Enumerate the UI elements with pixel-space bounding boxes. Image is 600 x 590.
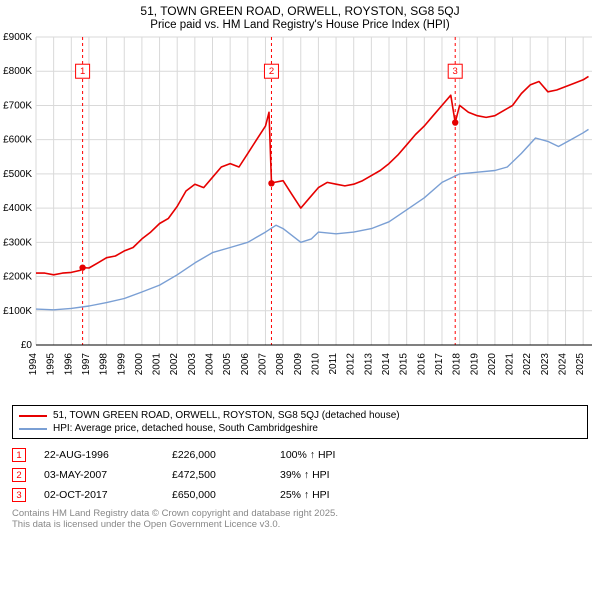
svg-text:2008: 2008 [275, 353, 286, 376]
svg-text:1994: 1994 [28, 353, 39, 376]
svg-text:£100K: £100K [3, 306, 32, 317]
svg-text:£0: £0 [21, 340, 33, 351]
svg-text:2014: 2014 [381, 353, 392, 376]
legend-row: HPI: Average price, detached house, Sout… [19, 422, 581, 435]
event-date: 03-MAY-2007 [44, 469, 154, 481]
svg-text:£600K: £600K [3, 135, 32, 146]
chart-title-line1: 51, TOWN GREEN ROAD, ORWELL, ROYSTON, SG… [0, 4, 600, 18]
svg-text:1995: 1995 [46, 353, 57, 376]
svg-text:£200K: £200K [3, 272, 32, 283]
svg-text:2009: 2009 [293, 353, 304, 376]
event-price: £650,000 [172, 489, 262, 501]
svg-text:2025: 2025 [575, 353, 586, 376]
svg-text:2003: 2003 [187, 353, 198, 376]
svg-text:2021: 2021 [505, 353, 516, 376]
event-row: 1 22-AUG-1996 £226,000 100% ↑ HPI [12, 445, 588, 465]
svg-text:2005: 2005 [222, 353, 233, 376]
svg-text:2011: 2011 [328, 353, 339, 375]
legend-row: 51, TOWN GREEN ROAD, ORWELL, ROYSTON, SG… [19, 409, 581, 422]
legend: 51, TOWN GREEN ROAD, ORWELL, ROYSTON, SG… [12, 405, 588, 439]
svg-text:2015: 2015 [399, 353, 410, 376]
event-delta: 39% ↑ HPI [280, 469, 380, 481]
attribution-line2: This data is licensed under the Open Gov… [12, 520, 588, 531]
chart-title-block: 51, TOWN GREEN ROAD, ORWELL, ROYSTON, SG… [0, 0, 600, 31]
legend-label: 51, TOWN GREEN ROAD, ORWELL, ROYSTON, SG… [53, 410, 400, 421]
svg-text:£400K: £400K [3, 203, 32, 214]
event-number-box: 3 [12, 488, 26, 502]
event-number-box: 2 [12, 468, 26, 482]
svg-text:2: 2 [269, 66, 274, 77]
svg-text:1997: 1997 [81, 353, 92, 376]
svg-text:3: 3 [453, 66, 458, 77]
svg-text:2013: 2013 [363, 353, 374, 376]
svg-text:2022: 2022 [522, 353, 533, 376]
svg-text:2004: 2004 [205, 353, 216, 376]
event-price: £226,000 [172, 449, 262, 461]
event-delta: 100% ↑ HPI [280, 449, 380, 461]
svg-text:2017: 2017 [434, 353, 445, 376]
event-price: £472,500 [172, 469, 262, 481]
svg-text:2007: 2007 [257, 353, 268, 376]
svg-text:£900K: £900K [3, 32, 32, 43]
legend-swatch [19, 415, 47, 417]
svg-text:2000: 2000 [134, 353, 145, 376]
svg-text:2016: 2016 [416, 353, 427, 376]
svg-text:2002: 2002 [169, 353, 180, 376]
chart-area: £0 £100K £200K £300K £400K £500K £600K £700K £80… [2, 31, 598, 401]
svg-text:£300K: £300K [3, 237, 32, 248]
svg-text:2010: 2010 [310, 353, 321, 376]
svg-text:2006: 2006 [240, 353, 251, 376]
svg-text:1996: 1996 [63, 353, 74, 376]
line-chart: £0 £100K £200K £300K £400K £500K £600K £700K £80… [2, 31, 598, 401]
svg-text:£700K: £700K [3, 100, 32, 111]
event-row: 2 03-MAY-2007 £472,500 39% ↑ HPI [12, 465, 588, 485]
svg-text:2024: 2024 [558, 353, 569, 376]
event-date: 22-AUG-1996 [44, 449, 154, 461]
event-row: 3 02-OCT-2017 £650,000 25% ↑ HPI [12, 485, 588, 505]
svg-text:1998: 1998 [99, 353, 110, 376]
svg-text:2012: 2012 [346, 353, 357, 376]
svg-text:1: 1 [80, 66, 85, 77]
svg-text:2020: 2020 [487, 353, 498, 376]
svg-text:£500K: £500K [3, 169, 32, 180]
svg-text:2001: 2001 [152, 353, 163, 376]
attribution: Contains HM Land Registry data © Crown c… [12, 509, 588, 531]
event-delta: 25% ↑ HPI [280, 489, 380, 501]
legend-label: HPI: Average price, detached house, Sout… [53, 423, 318, 434]
svg-text:2019: 2019 [469, 353, 480, 376]
svg-text:2023: 2023 [540, 353, 551, 376]
event-table: 1 22-AUG-1996 £226,000 100% ↑ HPI 2 03-MAY-20… [12, 445, 588, 505]
event-date: 02-OCT-2017 [44, 489, 154, 501]
svg-text:1999: 1999 [116, 353, 127, 376]
event-number-box: 1 [12, 448, 26, 462]
svg-text:£800K: £800K [3, 66, 32, 77]
svg-text:2018: 2018 [452, 353, 463, 376]
legend-swatch [19, 428, 47, 430]
chart-title-line2: Price paid vs. HM Land Registry's House … [0, 19, 600, 31]
